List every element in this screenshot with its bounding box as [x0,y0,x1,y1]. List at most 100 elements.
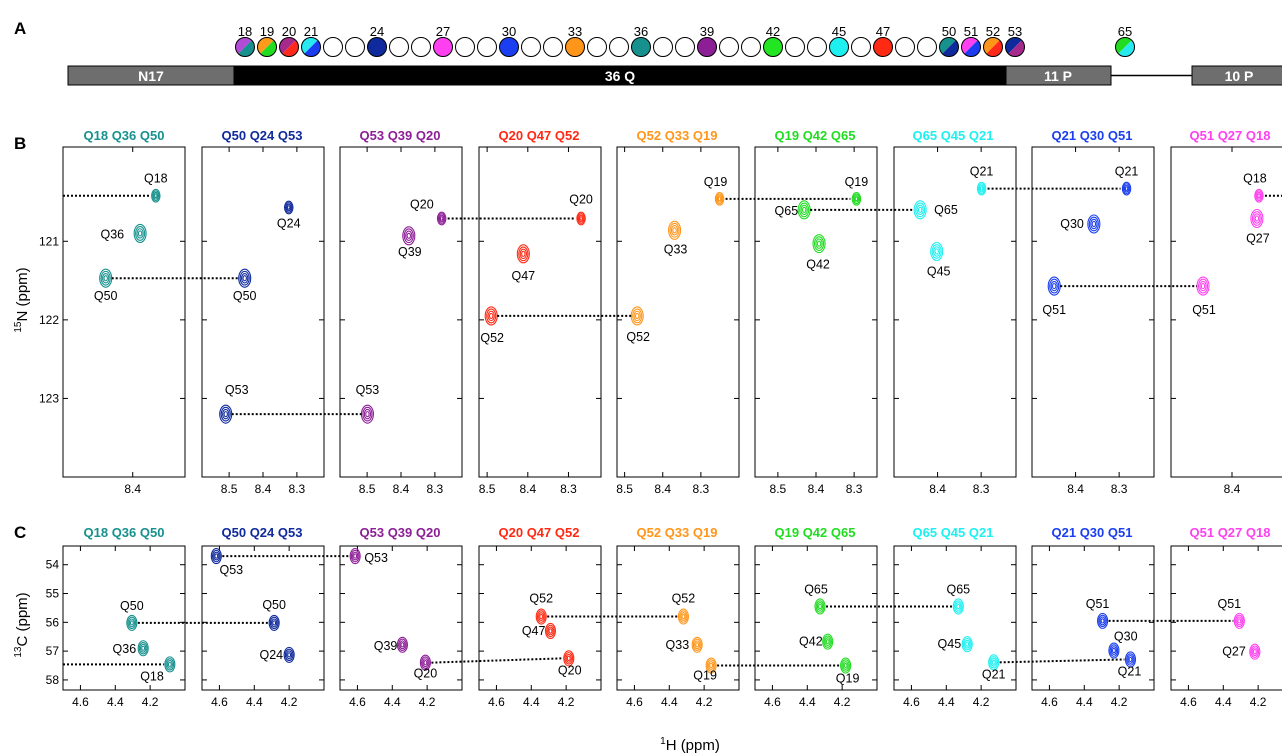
peak-q39: Q39 [398,226,422,259]
residue-circle-half [304,40,321,57]
sequential-connector [999,658,1125,664]
residue-circle-fill [367,37,387,57]
peak-contour [365,411,370,418]
peak-q20: Q20 [558,650,582,677]
y-tick-label: 58 [46,673,60,687]
peak-contour [400,642,405,648]
peak-q52: Q52 [529,592,553,625]
peak-q52: Q52 [672,592,695,625]
strip-c-2: 4.6 4.4 4.2 Q53 Q50 Q24 [201,545,325,709]
residue-circle-half [942,40,959,57]
peak-contour [1088,216,1099,232]
peak-contour [1249,643,1261,660]
residue-circle-q43 [785,37,805,57]
strip-frame [201,545,325,691]
peak-contour [965,641,970,647]
peak-contour [100,270,111,286]
peak-contour [535,608,547,625]
residue-circle-outline [301,37,321,57]
peak-contour [1254,215,1260,222]
peak-label: Q52 [529,592,553,606]
residue-circle-q18 [235,37,255,57]
peak-contour [852,193,861,205]
x-tick-label: 8.4 [654,482,671,496]
x-tick-label: 8.4 [1224,482,1241,496]
peak-contour [102,272,110,284]
peak-contour [284,200,294,215]
x-tick-label: 8.4 [929,482,946,496]
peak-contour [406,232,412,239]
peak-contour [564,652,574,665]
peak-label: Q18 [144,172,168,186]
residue-circle-half [301,37,318,54]
y-tick-label: 55 [46,587,60,601]
peak-label: Q18 [140,669,164,683]
residue-circle-outline [235,37,255,57]
peak-label: Q19 [704,175,728,189]
peak-label: Q50 [262,598,286,612]
peak-contour [565,653,572,663]
residue-circle-fill [917,37,937,57]
x-tick-label: 4.4 [1215,695,1232,709]
peak-contour [421,656,430,669]
peak-label: Q21 [970,165,994,179]
peak-contour [141,645,146,651]
peak-contour [934,248,939,255]
peak-label: Q19 [845,175,869,189]
peak-q53: Q53 [349,548,388,565]
strip-frame [754,545,878,691]
peak-contour [437,213,446,224]
panel-letter-a: A [14,19,26,38]
residue-number: 50 [942,24,956,39]
x-tick-label: 4.4 [661,695,678,709]
peak-contour [1111,647,1116,654]
x-tick-label: 4.2 [419,695,436,709]
peak-contour [815,600,825,613]
strip-title: Q50 Q24 Q53 [222,128,303,143]
sequential-connector [431,657,563,664]
residue-circle-outline [279,37,299,57]
residue-circle-q65 [1115,37,1135,57]
peak-q19: Q19 [845,175,869,206]
residue-circle-half [282,40,299,57]
peak-contour [286,203,292,212]
residue-circle-fill [763,37,783,57]
peak-contour [956,603,961,610]
residue-circle-fill [851,37,871,57]
x-tick-label: 4.2 [973,695,990,709]
peak-label: Q19 [693,669,717,683]
peak-contour [285,650,293,660]
residue-circle-half [983,37,1000,54]
panel-c-x-axis-label-text: H (ppm) [666,737,720,754]
peak-contour [1237,618,1242,624]
peak-contour [152,190,160,202]
strip-title: Q51 Q27 Q18 [1190,128,1271,143]
peak-q24: Q24 [260,646,295,663]
strip-b-3: 8.5 8.4 8.3 Q20 Q39 Q53 [339,146,463,496]
peak-label: Q39 [398,245,422,259]
peak-contour [1126,653,1135,666]
panel-letter-b: B [14,134,26,153]
residue-circle-fill [433,37,453,57]
peak-contour [362,406,373,422]
peak-contour [1124,651,1137,668]
residue-circle-fill [785,37,805,57]
peak-label: Q27 [1246,232,1270,246]
x-tick-label: 8.3 [560,482,577,496]
peak-contour [991,659,996,666]
x-tick-label: 4.6 [488,695,505,709]
peak-contour [548,628,553,634]
peak-contour [283,646,295,663]
peak-contour [269,616,279,630]
peak-contour [801,206,807,213]
residue-circle-q32 [543,37,563,57]
peak-label: Q36 [100,227,124,241]
peak-contour [1257,193,1261,199]
peak-contour [916,204,924,216]
peak-contour [1199,280,1207,292]
x-tick-label: 4.2 [834,695,851,709]
x-tick-label: 4.2 [1250,695,1267,709]
strip-title: Q21 Q30 Q51 [1052,128,1133,143]
peak-contour [138,641,148,655]
x-tick-label: 8.3 [427,482,444,496]
